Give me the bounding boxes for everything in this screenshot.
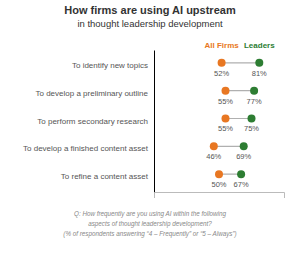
legend-entry: All Firms xyxy=(204,41,239,50)
connector xyxy=(222,62,260,63)
value-label: 55% xyxy=(218,97,233,106)
y-tick: To perform secondary research xyxy=(37,117,154,126)
footnote: aspects of thought leadership developmen… xyxy=(88,220,212,228)
category-label: To perform secondary research xyxy=(37,117,148,126)
y-tick: To develop a finished content asset xyxy=(23,144,154,153)
value-label: 55% xyxy=(218,124,233,133)
category-label: To refine a content asset xyxy=(61,172,149,181)
chart: How firms are using AI upstream in though… xyxy=(0,0,300,254)
footnote: Q: How frequently are you using AI withi… xyxy=(74,210,227,218)
dot xyxy=(248,114,256,122)
y-tick: To develop a preliminary outline xyxy=(35,89,154,98)
value-label: 69% xyxy=(236,152,251,161)
connector xyxy=(214,146,244,147)
value-label: 50% xyxy=(211,180,226,189)
dot xyxy=(237,170,245,178)
y-axis: To identify new topics To develop a preli… xyxy=(23,51,154,193)
connector xyxy=(226,90,255,91)
category-label: To develop a finished content asset xyxy=(23,144,149,153)
footnote: (% of respondents answering “4 – Frequen… xyxy=(63,230,236,238)
dot xyxy=(210,142,218,150)
value-label: 77% xyxy=(247,97,262,106)
category-label: To develop a preliminary outline xyxy=(35,89,148,98)
dot xyxy=(222,114,230,122)
value-label: 46% xyxy=(206,152,221,161)
x-axis-domain xyxy=(155,193,285,199)
legend-entry: Leaders xyxy=(244,41,275,50)
value-label: 75% xyxy=(244,124,259,133)
data-labels: 52% 55% 55% 46% 50% 81% 77% 75% 69% 67% xyxy=(206,69,267,189)
dot xyxy=(215,170,223,178)
dot xyxy=(255,59,263,67)
title: How firms are using AI upstream xyxy=(64,4,236,16)
plot: To identify new topics To develop a preli… xyxy=(23,41,284,198)
dot xyxy=(240,142,248,150)
value-label: 67% xyxy=(234,180,249,189)
value-label: 52% xyxy=(214,69,229,78)
dot xyxy=(218,59,226,67)
y-axis-domain xyxy=(154,51,155,193)
legend: All Firms Leaders xyxy=(204,41,275,50)
y-tick: To identify new topics xyxy=(72,61,154,70)
y-tick: To refine a content asset xyxy=(61,172,154,181)
footnotes: Q: How frequently are you using AI withi… xyxy=(63,210,236,238)
subtitle: in thought leadership development xyxy=(77,18,223,29)
category-label: To identify new topics xyxy=(72,61,148,70)
value-label: 81% xyxy=(252,69,267,78)
dot xyxy=(222,87,230,95)
dot xyxy=(250,87,258,95)
x-axis xyxy=(155,193,285,199)
